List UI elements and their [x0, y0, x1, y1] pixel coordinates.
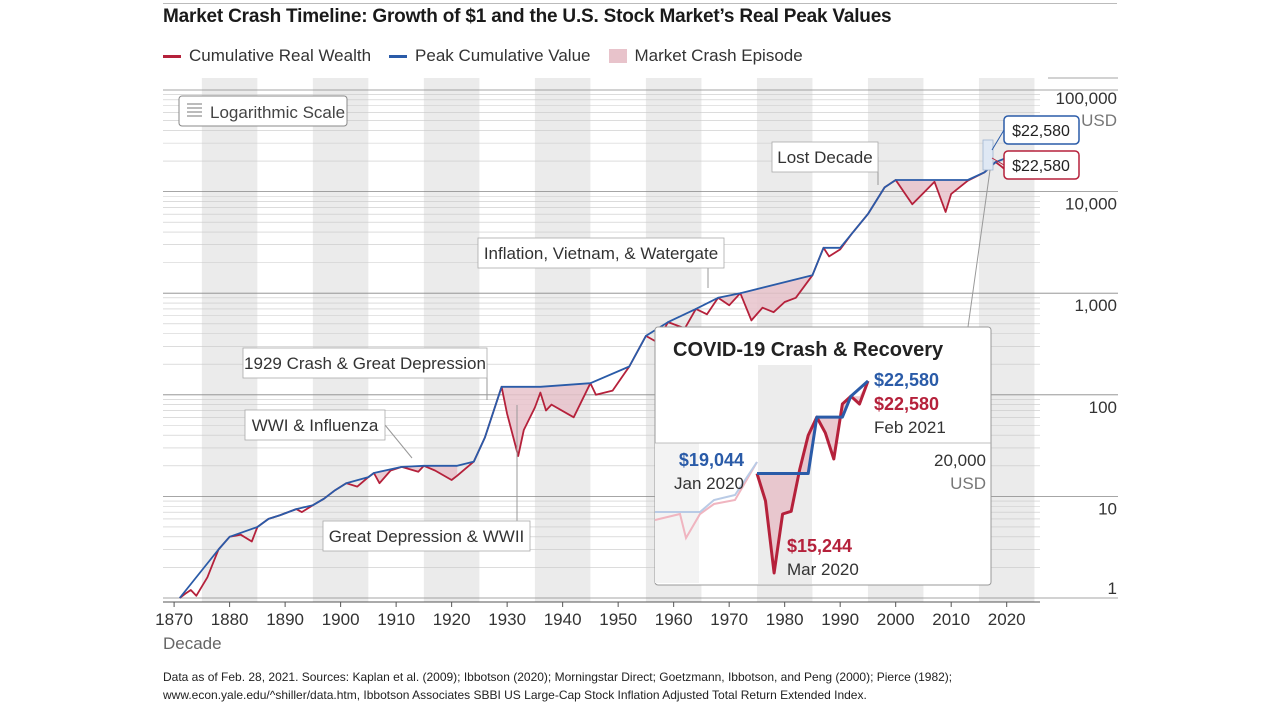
crash-area	[540, 383, 591, 418]
x-tick-label: 1980	[766, 610, 804, 629]
legend-label-crash: Market Crash Episode	[634, 46, 803, 65]
legend: Cumulative Real Wealth Peak Cumulative V…	[163, 46, 803, 66]
inset-low-date: Mar 2020	[787, 560, 859, 579]
y-tick-label: 10,000	[1065, 195, 1117, 214]
covid-inset: COVID-19 Crash & Recovery $19,044 Jan 2020…	[654, 326, 992, 586]
y-tick-label: 1	[1108, 579, 1117, 598]
x-tick-label: 1910	[377, 610, 415, 629]
legend-item-wealth: Cumulative Real Wealth	[163, 46, 371, 66]
crash-area	[373, 465, 458, 484]
x-tick-label: 1920	[433, 610, 471, 629]
inset-context-wealth	[654, 461, 758, 541]
x-tick-label: 1880	[211, 610, 249, 629]
scale-badge-text: Logarithmic Scale	[210, 103, 345, 122]
series-lines	[178, 154, 1014, 599]
callout-box	[771, 141, 879, 173]
grid-lines	[163, 77, 1118, 599]
inset-context-peak	[655, 461, 758, 513]
callout-text: Inflation, Vietnam, & Watergate	[484, 244, 718, 263]
callout-leader	[384, 424, 413, 459]
inset-end-date: Feb 2021	[874, 418, 946, 437]
x-tick-label: 1940	[544, 610, 582, 629]
peak-end-leader	[991, 129, 1005, 151]
x-tick-label: 1960	[655, 610, 693, 629]
x-axis-title: Decade	[163, 634, 222, 653]
footnote-line-2: www.econ.yale.edu/^shiller/data.htm, Ibb…	[163, 688, 867, 702]
x-tick-label: 2000	[877, 610, 915, 629]
footnote-line-1: Data as of Feb. 28, 2021. Sources: Kapla…	[163, 670, 953, 684]
x-tick-label: 1870	[155, 610, 193, 629]
crash-areas	[373, 180, 968, 484]
legend-swatch-crash	[608, 49, 627, 63]
callout-box	[477, 237, 725, 269]
inset-start-value: $19,044	[679, 450, 744, 470]
x-tick-label: 1950	[599, 610, 637, 629]
x-tick-label: 1990	[821, 610, 859, 629]
scale-badge	[178, 95, 348, 127]
inset-low-value: $15,244	[787, 536, 852, 556]
inset-y-tick-label: 20,000	[934, 451, 986, 470]
inset-peak-line	[757, 379, 869, 475]
wealth-end-leader	[991, 157, 1005, 166]
y-tick-label: 100,000	[1056, 89, 1117, 108]
crash-area	[501, 386, 541, 456]
axes: 1870 1880 1890 1900 1910 1920 1930 1940 1950 1960…	[155, 89, 1117, 653]
callout-box	[242, 347, 488, 379]
legend-swatch-wealth	[163, 54, 181, 58]
callout-box	[244, 409, 386, 441]
x-tick-label: 1970	[710, 610, 748, 629]
y-unit-label: USD	[1081, 111, 1117, 130]
callout-box	[322, 520, 531, 552]
inset-end-peak-value: $22,580	[874, 370, 939, 390]
x-tick-label: 2020	[988, 610, 1026, 629]
legend-label-peak: Peak Cumulative Value	[415, 46, 591, 65]
episode-labels: Logarithmic Scale WWI & Influenza 1929 Cra…	[178, 95, 1080, 552]
wealth-end-value: $22,580	[1012, 158, 1070, 175]
callout-text: WWI & Influenza	[252, 416, 379, 435]
y-tick-label: 10	[1098, 499, 1117, 518]
crash-area	[895, 180, 968, 212]
callout-text: Lost Decade	[777, 148, 872, 167]
callout-text: Great Depression & WWII	[329, 527, 525, 546]
x-tick-label: 1900	[322, 610, 360, 629]
decade-band	[423, 78, 480, 602]
chart-title: Market Crash Timeline: Growth of $1 and …	[163, 6, 892, 27]
inset-title: COVID-19 Crash & Recovery	[673, 339, 944, 361]
x-tick-label: 1930	[488, 610, 526, 629]
legend-label-wealth: Cumulative Real Wealth	[189, 46, 372, 65]
decade-band	[312, 78, 369, 602]
y-tick-label: 100	[1089, 398, 1117, 417]
x-tick-label: 1890	[266, 610, 304, 629]
crash-area	[718, 275, 813, 321]
title-rule	[163, 3, 1117, 4]
footnote: Data as of Feb. 28, 2021. Sources: Kapla…	[163, 668, 1163, 704]
inset-y-unit: USD	[950, 474, 986, 493]
legend-item-peak: Peak Cumulative Value	[389, 46, 591, 66]
legend-item-crash: Market Crash Episode	[608, 46, 803, 66]
peak-end-value: $22,580	[1012, 123, 1070, 140]
decade-band	[534, 78, 591, 602]
x-tick-label: 2010	[932, 610, 970, 629]
peak-line	[178, 154, 1013, 599]
end-highlight	[982, 139, 994, 171]
inset-start-date: Jan 2020	[674, 474, 744, 493]
callout-text: 1929 Crash & Great Depression	[244, 354, 486, 373]
legend-swatch-peak	[389, 54, 408, 58]
y-tick-label: 1,000	[1074, 296, 1117, 315]
inset-end-wealth-value: $22,580	[874, 394, 939, 414]
decade-band	[201, 78, 258, 602]
